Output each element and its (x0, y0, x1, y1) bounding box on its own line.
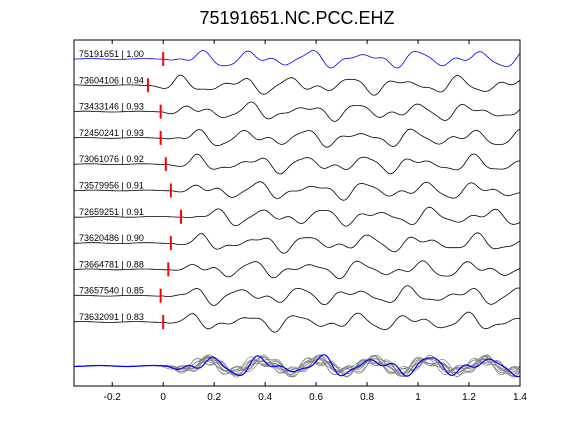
x-tick-label: 0.8 (360, 392, 374, 403)
x-tick-label: 0.6 (309, 392, 323, 403)
x-axis: -0.2 0 0.2 0.4 0.6 0.8 1 1.2 1.4 (104, 40, 527, 403)
trace-label: 75191651 | 1.00 (79, 49, 144, 59)
trace-row: 73579956 | 0.91 (73, 181, 521, 201)
matched-trace-line (74, 206, 521, 227)
x-tick-label: 0.2 (207, 392, 221, 403)
matched-trace-line (73, 311, 521, 333)
trace-label: 73604106 | 0.94 (79, 75, 144, 85)
matched-trace-line (73, 128, 521, 148)
x-tick-label: 1.4 (513, 392, 527, 403)
trace-label: 73657540 | 0.85 (79, 286, 144, 296)
axes-frame (73, 39, 521, 387)
x-tick-label: -0.2 (104, 392, 122, 403)
matched-trace-line (73, 260, 521, 280)
trace-row: 73664781 | 0.88 (73, 259, 521, 280)
trace-label: 73061076 | 0.92 (79, 154, 144, 164)
trace-row: 72450241 | 0.93 (73, 128, 521, 148)
x-tick-label: 1 (415, 392, 421, 403)
matched-trace-line (73, 181, 521, 201)
x-tick-label: 0 (160, 392, 166, 403)
chart-title: 75191651.NC.PCC.EHZ (199, 8, 394, 28)
trace-row: 73604106 | 0.94 (74, 74, 521, 96)
trace-label: 73579956 | 0.91 (79, 181, 144, 191)
plot-area: 75191651 | 1.00 73604106 | 0.94 73433146 |… (73, 49, 521, 378)
matched-trace-line (74, 285, 521, 306)
trace-label: 73632091 | 0.83 (79, 312, 144, 322)
template-trace-line (74, 50, 521, 69)
trace-row: 73433146 | 0.93 (74, 101, 521, 122)
trace-label: 73664781 | 0.88 (79, 259, 144, 269)
trace-row: 73632091 | 0.83 (73, 311, 521, 333)
trace-label: 72450241 | 0.93 (79, 128, 144, 138)
trace-label: 73620486 | 0.90 (79, 233, 144, 243)
trace-label: 73433146 | 0.93 (79, 102, 144, 112)
trace-row: 73061076 | 0.92 (73, 153, 520, 175)
stack-template-line (74, 354, 521, 378)
matched-trace-line (73, 153, 520, 175)
x-tick-label: 0.4 (258, 392, 272, 403)
trace-row: 73620486 | 0.90 (74, 232, 521, 254)
trace-row: 73657540 | 0.85 (74, 285, 521, 306)
matched-trace-line (74, 101, 521, 122)
matched-trace-line (74, 232, 521, 254)
x-tick-label: 1.2 (462, 392, 476, 403)
trace-row: 75191651 | 1.00 (74, 49, 521, 69)
trace-row: 72659251 | 0.91 (74, 206, 521, 227)
stack-row (73, 354, 521, 378)
trace-label: 72659251 | 0.91 (79, 207, 144, 217)
